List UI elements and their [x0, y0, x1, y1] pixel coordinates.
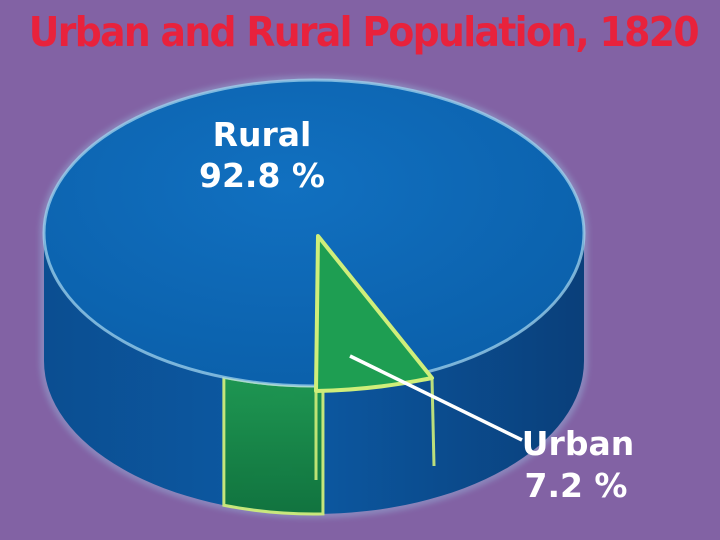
urban-leader-line [349, 354, 523, 442]
urban-slice-value: 7.2 % [524, 466, 627, 505]
urban-slice [314, 234, 434, 393]
urban-slice-label: Urban [522, 424, 634, 463]
chart-title: Urban and Rural Population, 1820 [28, 8, 700, 56]
rural-slice [44, 80, 584, 386]
rural-slice-side [44, 233, 584, 514]
urban-slice-side [222, 375, 325, 516]
pie-top-rim [42, 78, 586, 388]
urban-slice-edge-right [430, 377, 436, 467]
rural-slice-label: Rural [213, 115, 312, 154]
rural-slice-value: 92.8 % [199, 156, 325, 195]
